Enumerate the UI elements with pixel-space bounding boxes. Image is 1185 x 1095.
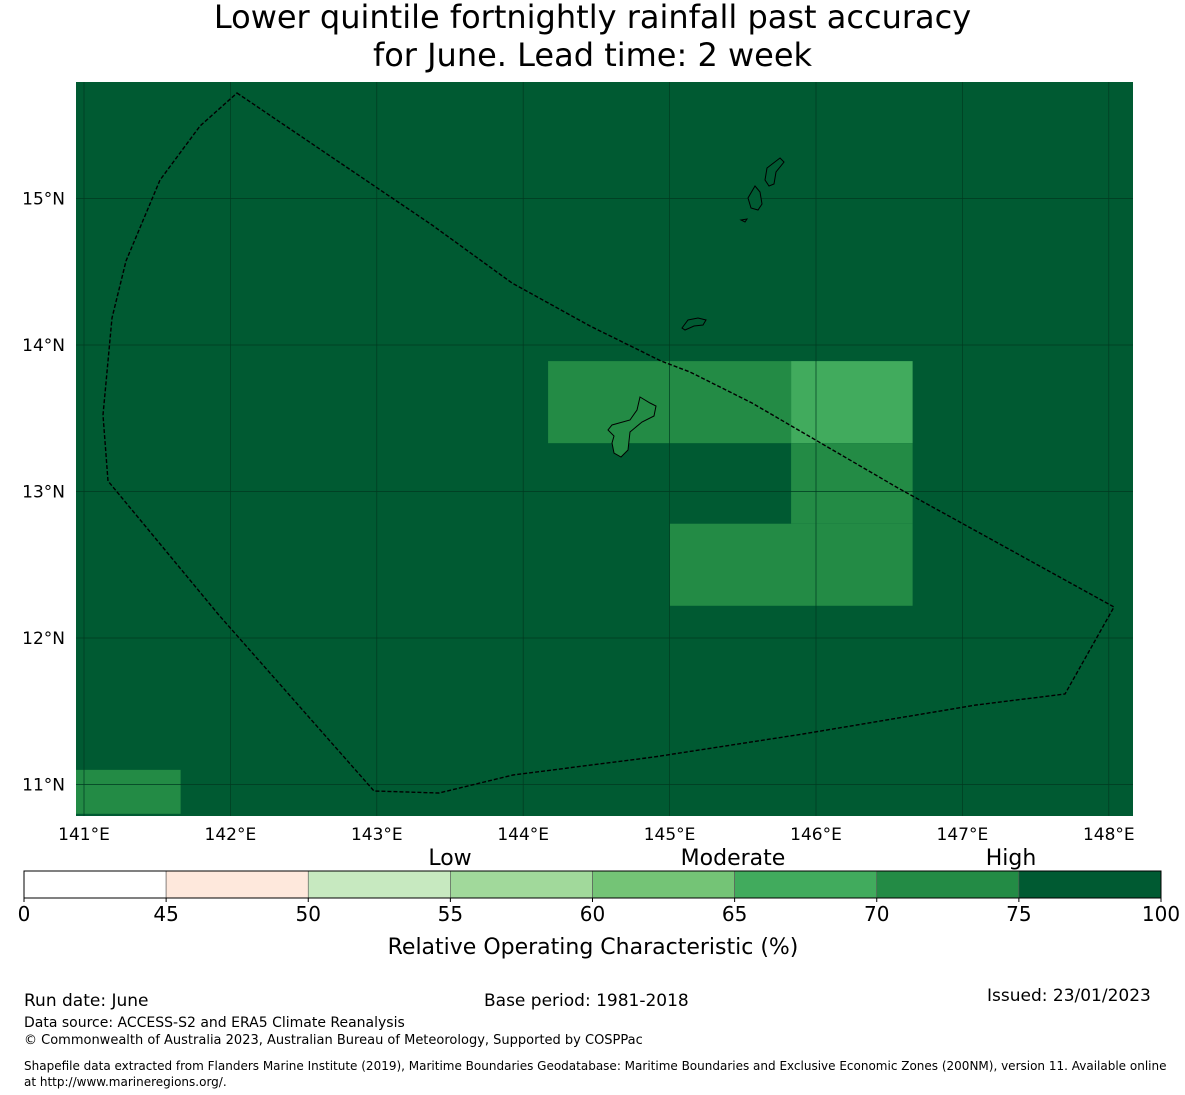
accuracy-cell-4: [76, 769, 181, 814]
colorbar-ticks: 0 45 50 55 60 65 70 75 100: [18, 898, 1180, 926]
aguijan-island-outline: [739, 218, 749, 223]
colorbar-segment: [876, 870, 1020, 899]
map-title-line-2: for June. Lead time: 2 week: [372, 36, 813, 74]
colorbar-tick-label: 55: [438, 902, 463, 926]
colorbar-segment: [307, 870, 451, 899]
accuracy-cell-3: [669, 523, 913, 606]
shapefile-credit: Shapefile data extracted from Flanders M…: [24, 1059, 1167, 1089]
colorbar-segment: [734, 870, 878, 899]
lat-label: 12°N: [22, 629, 65, 649]
colorbar-category-label: High: [986, 846, 1037, 871]
data-source: Data source: ACCESS-S2 and ERA5 Climate …: [24, 1015, 405, 1031]
colorbar-tick-label: 45: [153, 902, 178, 926]
colorbar-segment: [592, 870, 735, 899]
colorbar-segment: [450, 870, 593, 899]
base-period: Base period: 1981-2018: [484, 991, 689, 1011]
graticule: [76, 82, 1133, 816]
colorbar-tick-label: 60: [580, 902, 605, 926]
eez-boundary: [102, 92, 1115, 794]
map-background: [76, 82, 1133, 816]
longitude-labels: 141°E 142°E 143°E 144°E 145°E 146°E 147°E 148°E: [58, 825, 1135, 845]
colorbar-segment: [165, 870, 309, 899]
colorbar-tick-label: 65: [722, 902, 747, 926]
lat-label: 14°N: [22, 336, 65, 356]
lon-label: 148°E: [1083, 825, 1135, 845]
colorbar-segments: [23, 870, 1162, 899]
issued-date: Issued: 23/01/2023: [987, 986, 1151, 1006]
copyright-notice: © Commonwealth of Australia 2023, Austra…: [24, 1033, 643, 1048]
guam-island-outline: [607, 396, 657, 458]
map-title-line-1: Lower quintile fortnightly rainfall past…: [213, 0, 972, 36]
colorbar: 0 45 50 55 60 65 70 75 100 Low Moderate High Relat…: [18, 846, 1180, 960]
colorbar-category-label: Low: [428, 846, 471, 871]
colorbar-tick-label: 70: [864, 902, 889, 926]
lon-label: 146°E: [790, 825, 842, 845]
latitude-labels: 15°N 14°N 13°N 12°N 11°N: [22, 190, 65, 796]
colorbar-segment: [1018, 870, 1162, 899]
colorbar-tick-label: 75: [1006, 902, 1031, 926]
lon-label: 144°E: [497, 825, 549, 845]
accuracy-cell-2: [791, 443, 913, 524]
run-date: Run date: June: [24, 991, 149, 1011]
lon-label: 141°E: [58, 825, 110, 845]
map-panel: [76, 82, 1133, 816]
colorbar-categories: Low Moderate High: [428, 846, 1036, 871]
saipan-island-outline: [764, 157, 785, 187]
accuracy-cell-1: [791, 361, 913, 444]
lon-label: 142°E: [205, 825, 257, 845]
lat-label: 13°N: [22, 483, 65, 503]
colorbar-label: Relative Operating Characteristic (%): [388, 935, 799, 960]
lon-label: 143°E: [351, 825, 403, 845]
tinian-island-outline: [747, 185, 763, 211]
colorbar-tick-label: 100: [1142, 902, 1180, 926]
colorbar-tick-label: 0: [18, 902, 31, 926]
lat-label: 11°N: [22, 776, 65, 796]
colorbar-category-label: Moderate: [681, 846, 786, 871]
lon-label: 147°E: [937, 825, 989, 845]
lat-label: 15°N: [22, 190, 65, 210]
colorbar-tick-label: 50: [296, 902, 321, 926]
lon-label: 145°E: [644, 825, 696, 845]
rota-island-outline: [681, 317, 707, 331]
colorbar-segment: [23, 870, 167, 899]
